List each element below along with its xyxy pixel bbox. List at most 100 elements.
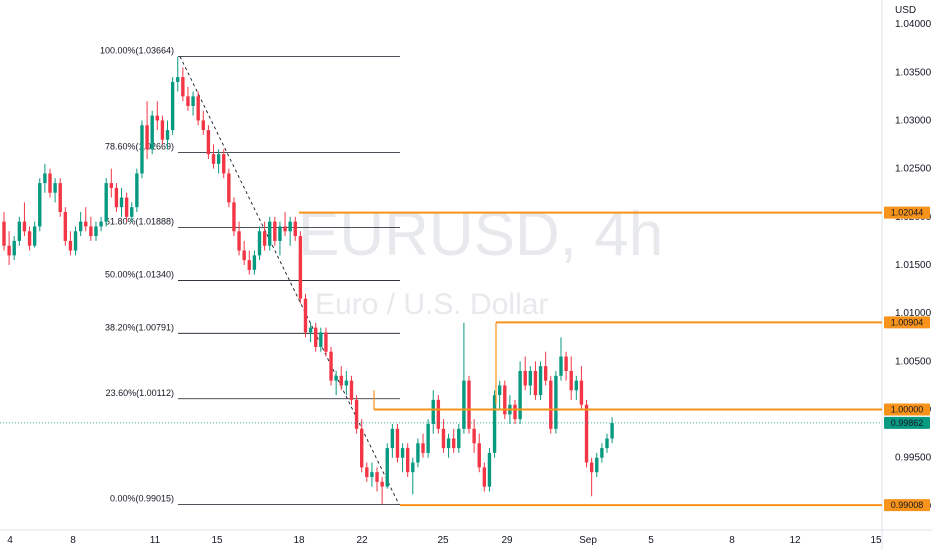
candle-body — [89, 226, 93, 237]
x-tick-label: 15 — [211, 535, 223, 546]
candle — [549, 375, 553, 434]
y-tick-label: 1.03000 — [895, 115, 932, 126]
candle — [564, 351, 568, 381]
x-tick-label: 18 — [293, 535, 305, 546]
candle — [487, 448, 492, 492]
candle — [58, 178, 62, 217]
candle-body — [492, 395, 497, 453]
candle — [559, 337, 563, 381]
candle-body — [605, 438, 609, 449]
candle-body — [426, 424, 430, 453]
candle — [390, 424, 395, 458]
x-tick-label: 8 — [729, 535, 735, 546]
candle-body — [451, 438, 456, 449]
level-price-tag — [884, 206, 930, 219]
level-price-tag — [884, 499, 930, 512]
candle-body — [457, 428, 461, 449]
x-tick-label: 11 — [150, 535, 161, 546]
candle — [477, 433, 481, 473]
fib-level-label: 23.60%(1.00112) — [106, 388, 174, 398]
candle — [283, 212, 287, 237]
candle-body — [314, 327, 318, 347]
candle — [329, 346, 333, 386]
candle — [216, 149, 221, 174]
candle-body — [589, 462, 594, 473]
candle — [191, 91, 195, 116]
candle — [293, 216, 297, 241]
candle-body — [308, 327, 313, 333]
candle — [32, 221, 37, 248]
candle-body — [247, 260, 251, 270]
x-tick-label: 5 — [648, 535, 654, 546]
candle-body — [467, 380, 471, 429]
candle-body — [109, 183, 114, 188]
candle — [99, 216, 103, 232]
level-price-label: 1.00000 — [891, 405, 924, 415]
y-tick-label: 1.01000 — [895, 308, 932, 319]
candle-body — [513, 404, 517, 420]
candle — [446, 433, 451, 458]
candle-body — [375, 472, 379, 482]
candle — [94, 221, 98, 241]
candle — [380, 477, 384, 504]
level-price-label: 1.00904 — [891, 317, 924, 327]
candle-body — [472, 428, 476, 444]
candle-body — [400, 448, 405, 458]
fib-level-label: 78.60%(1.02669) — [105, 141, 174, 151]
candle-body — [329, 351, 333, 381]
candle-body — [600, 448, 604, 458]
candle-body — [288, 221, 292, 232]
x-tick-label: 22 — [356, 535, 368, 546]
candle-body — [22, 221, 27, 232]
candle-body — [487, 452, 492, 487]
candle-body — [579, 380, 584, 405]
candle — [569, 356, 573, 400]
candle — [467, 375, 471, 434]
candle-body — [186, 96, 190, 106]
candle — [114, 183, 119, 212]
x-tick-label: 4 — [7, 535, 13, 546]
y-tick-label: 1.01500 — [895, 260, 932, 271]
candle-body — [462, 380, 466, 429]
candle — [130, 202, 134, 222]
candle-body — [441, 428, 446, 449]
candle-body — [538, 366, 543, 396]
candle-body — [12, 240, 16, 256]
watermark-symbol: EURUSD, 4h — [298, 200, 663, 269]
candle-body — [431, 399, 435, 424]
candle-body — [344, 380, 349, 386]
candle — [48, 168, 52, 198]
level-price-label: 1.02044 — [891, 208, 924, 218]
candle-body — [155, 115, 159, 121]
candle — [73, 226, 78, 256]
candle-body — [528, 371, 533, 386]
fib-level-label: 50.00%(1.01340) — [105, 269, 174, 279]
candle-body — [84, 221, 88, 227]
candle-body — [262, 231, 267, 246]
candle — [17, 216, 22, 246]
candle-body — [124, 197, 129, 217]
candle — [150, 110, 154, 155]
candle — [278, 221, 282, 256]
candle — [451, 428, 456, 453]
current-price-label: 0.99862 — [891, 418, 924, 428]
x-tick-label: 25 — [437, 535, 449, 546]
y-tick-label: 1.04000 — [895, 19, 932, 30]
candle-body — [78, 221, 83, 232]
candle-body — [268, 221, 272, 246]
candle-body — [569, 371, 573, 391]
candle-body — [503, 385, 507, 415]
candle — [7, 231, 11, 265]
candle-body — [324, 332, 328, 352]
candle — [201, 110, 205, 135]
candle-body — [334, 375, 338, 381]
candle — [538, 361, 543, 400]
candle — [303, 293, 308, 338]
candle — [257, 226, 262, 261]
x-tick-label: 29 — [501, 535, 513, 546]
current-price-tag — [884, 416, 930, 429]
y-tick-label: 1.00500 — [895, 356, 932, 367]
candle — [370, 462, 374, 487]
